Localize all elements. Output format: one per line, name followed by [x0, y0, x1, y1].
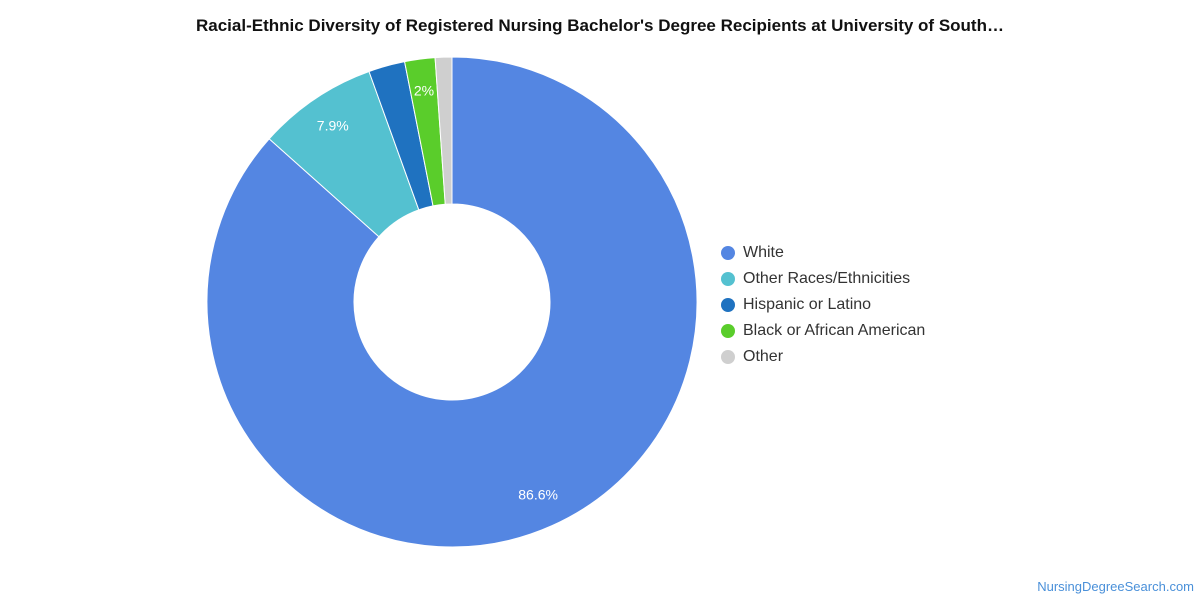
legend-item-white[interactable]: White — [721, 240, 925, 266]
legend-item-black-or-african-american[interactable]: Black or African American — [721, 318, 925, 344]
chart-title: Racial-Ethnic Diversity of Registered Nu… — [196, 16, 1004, 35]
legend-item-hispanic-or-latino[interactable]: Hispanic or Latino — [721, 292, 925, 318]
legend-item-other-races-ethnicities[interactable]: Other Races/Ethnicities — [721, 266, 925, 292]
legend-swatch — [721, 272, 735, 286]
legend-item-other[interactable]: Other — [721, 344, 925, 370]
legend-label: Black or African American — [743, 322, 926, 339]
legend-label: Hispanic or Latino — [743, 296, 872, 313]
legend-label: Other Races/Ethnicities — [743, 270, 911, 287]
chart-legend: White Other Races/Ethnicities Hispanic or … — [721, 240, 925, 370]
slice-white — [206, 56, 698, 548]
legend-swatch — [721, 298, 735, 312]
legend-swatch — [721, 350, 735, 364]
legend-label: Other — [743, 348, 784, 365]
legend-label: White — [743, 244, 784, 261]
legend-swatch — [721, 324, 735, 338]
data-label-black-or-african-american: 2% — [414, 83, 434, 99]
data-label-white: 86.6% — [518, 486, 558, 502]
data-label-other-races-ethnicities: 7.9% — [317, 117, 349, 133]
legend-swatch — [721, 246, 735, 260]
slice-other — [434, 56, 453, 205]
watermark-link[interactable]: NursingDegreeSearch.com — [1037, 579, 1194, 594]
